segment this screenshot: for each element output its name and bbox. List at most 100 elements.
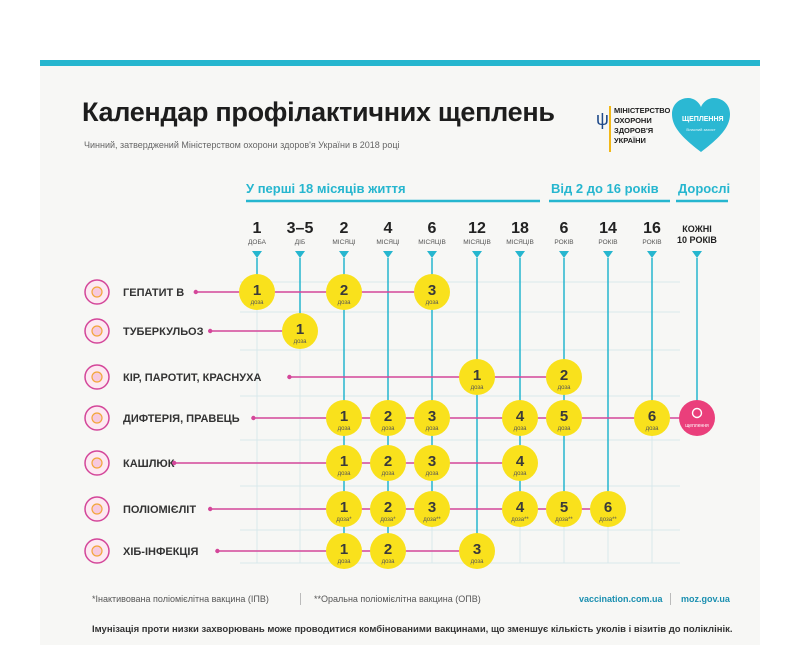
link-divider	[670, 593, 671, 605]
dose-number: 1	[340, 408, 348, 425]
dose-circle	[459, 359, 495, 395]
age-pointer-icon	[383, 251, 393, 258]
dose-label: доза	[471, 559, 485, 565]
dose-number: 5	[560, 499, 568, 516]
icon-core	[91, 325, 103, 337]
dose-label: доза	[382, 471, 396, 477]
dose-number: 6	[604, 499, 612, 516]
dose-circle	[326, 445, 362, 481]
logo-divider	[609, 106, 611, 152]
age-value: 4	[384, 220, 393, 237]
dose-label: доза**	[555, 517, 573, 523]
dose-number: 1	[340, 453, 348, 470]
dose-number: 2	[340, 282, 348, 299]
vaccination-link[interactable]: vaccination.com.ua	[579, 594, 663, 604]
dose-circle	[370, 491, 406, 527]
age-unit: РОКІВ	[554, 239, 573, 246]
dose-circle	[326, 400, 362, 436]
dose-circle	[414, 491, 450, 527]
footnote-divider	[300, 593, 301, 605]
dose-label: доза	[251, 300, 265, 306]
moz-link[interactable]: moz.gov.ua	[681, 594, 730, 604]
connector-start-dot	[287, 374, 292, 380]
icon-core	[91, 545, 103, 557]
heart-logo-sub: Власний захист	[686, 127, 716, 132]
age-unit: РОКІВ	[642, 239, 661, 246]
dose-label: доза	[558, 426, 572, 432]
age-value: 12	[468, 220, 486, 237]
dose-circle	[239, 274, 275, 310]
dose-label: доза	[382, 426, 396, 432]
age-value: 2	[340, 220, 349, 237]
group-label: Від 2 до 16 років	[551, 181, 659, 196]
dose-circle	[502, 491, 538, 527]
hib-bacteria-icon	[84, 538, 110, 564]
dose-number: 3	[428, 453, 436, 470]
group-label: Дорослі	[678, 181, 730, 196]
dose-number: 3	[428, 282, 436, 299]
disease-label: КАШЛЮК	[123, 458, 175, 470]
dose-circle	[370, 400, 406, 436]
polio-virus-icon	[84, 496, 110, 522]
dose-number: 4	[516, 499, 525, 516]
dose-number: 1	[473, 367, 481, 384]
dose-circle	[414, 445, 450, 481]
age-pointer-icon	[603, 251, 613, 258]
icon-core	[91, 457, 103, 469]
dose-label: доза	[426, 471, 440, 477]
disease-label: ХІБ-ІНФЕКЦІЯ	[123, 546, 198, 558]
dose-number: 1	[340, 541, 348, 558]
dose-label: доза	[338, 559, 352, 565]
repeat-icon	[691, 407, 703, 419]
disease-label: ДИФТЕРІЯ, ПРАВЕЦЬ	[123, 413, 240, 425]
footnote-opv: **Оральна поліомієлітна вакцина (ОПВ)	[314, 594, 481, 604]
age-pointer-icon	[427, 251, 437, 258]
dose-label: доза**	[599, 517, 617, 523]
dose-label: доза	[338, 471, 352, 477]
age-unit: МІСЯЦІВ	[506, 239, 534, 246]
ministry-line: ЗДОРОВ'Я	[614, 126, 654, 135]
icon-core	[91, 286, 103, 298]
ministry-line: УКРАЇНИ	[614, 136, 646, 145]
dose-label: доза	[646, 426, 660, 432]
disease-label: КІР, ПАРОТИТ, КРАСНУХА	[123, 372, 261, 384]
ministry-logo: ψ МІНІСТЕРСТВО ОХОРОНИ ЗДОРОВ'Я УКРАЇНИ	[596, 106, 670, 156]
age-pointer-icon	[339, 251, 349, 258]
age-value: 6	[560, 220, 569, 237]
dose-label: доза	[338, 300, 352, 306]
top-accent-bar	[40, 60, 760, 66]
age-unit: РОКІВ	[598, 239, 617, 246]
dose-number: 3	[428, 499, 436, 516]
dose-circle	[414, 274, 450, 310]
trident-icon: ψ	[596, 109, 609, 129]
ministry-line: ОХОРОНИ	[614, 116, 652, 125]
dose-label: доза	[382, 559, 396, 565]
measles-virus-icon	[84, 364, 110, 390]
age-unit: 10 РОКІВ	[677, 235, 717, 245]
age-value: КОЖНІ	[682, 224, 712, 234]
icon-core	[91, 412, 103, 424]
tuberculosis-bacteria-icon	[84, 318, 110, 344]
dose-circle	[326, 274, 362, 310]
page-subtitle: Чинний, затверджений Міністерством охоро…	[84, 140, 400, 150]
dose-number: 2	[384, 541, 392, 558]
group-label: У перші 18 місяців життя	[246, 181, 406, 196]
dose-number: 5	[560, 408, 568, 425]
dose-circle	[590, 491, 626, 527]
dose-number: 3	[428, 408, 436, 425]
age-unit: МІСЯЦІВ	[418, 239, 446, 246]
age-value: 18	[511, 220, 529, 237]
dose-circle	[546, 359, 582, 395]
bottom-note: Імунізація проти низки захворювань може …	[92, 624, 733, 635]
dose-label: доза	[514, 471, 528, 477]
adult-booster-label: щеплення	[685, 423, 709, 429]
dose-circle	[326, 491, 362, 527]
dose-label: доза**	[423, 517, 441, 523]
dose-label: доза	[294, 339, 308, 345]
dose-number: 1	[253, 282, 261, 299]
ministry-line: МІНІСТЕРСТВО	[614, 106, 671, 115]
age-value: 1	[253, 220, 262, 237]
pertussis-bacteria-icon	[84, 450, 110, 476]
age-unit: МІСЯЦІВ	[463, 239, 491, 246]
dose-number: 2	[384, 453, 392, 470]
